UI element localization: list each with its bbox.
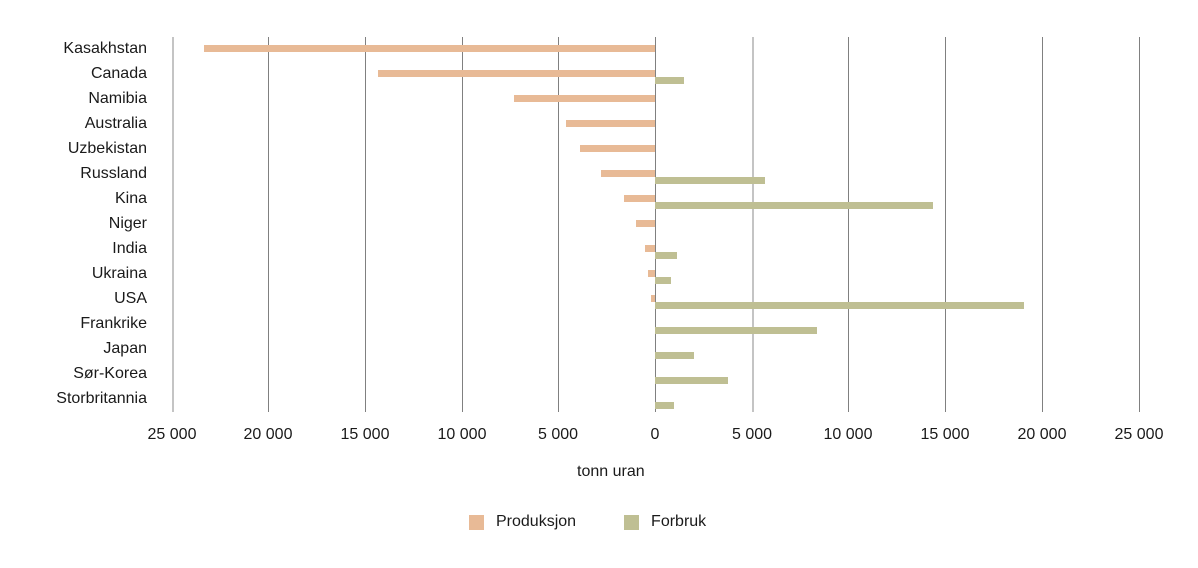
bar-forbruk (655, 301, 1025, 309)
category-label: Canada (90, 64, 147, 82)
legend-item-produksjon: Produksjon (469, 513, 576, 531)
x-tick-label: 15 000 (920, 426, 970, 443)
gridline (848, 37, 849, 412)
category-label: Niger (108, 214, 147, 232)
bar-produksjon (378, 69, 655, 77)
x-tick-label: 20 000 (1017, 426, 1067, 443)
x-axis-title: tonn uran (577, 463, 645, 480)
bar-produksjon (579, 144, 655, 152)
x-tick-label: 10 000 (823, 426, 873, 443)
legend-label-forbruk: Forbruk (651, 513, 707, 530)
bar-produksjon (651, 294, 655, 302)
gridline (172, 37, 174, 412)
bar-forbruk (655, 176, 766, 184)
gridline (1042, 37, 1043, 412)
category-label: India (112, 239, 147, 257)
gridline (462, 37, 463, 412)
category-label: Frankrike (80, 314, 147, 332)
bar-produksjon (645, 244, 655, 252)
bar-forbruk (655, 401, 675, 409)
bar-forbruk (655, 276, 672, 284)
x-tick-label: 10 000 (437, 426, 487, 443)
legend-swatch-produksjon (469, 514, 484, 530)
gridline (655, 37, 656, 412)
legend-label-produksjon: Produksjon (496, 513, 577, 530)
category-label: Australia (84, 114, 147, 132)
bar-forbruk (655, 326, 818, 334)
x-tick-label: 5 000 (731, 426, 773, 443)
gridline (752, 37, 754, 412)
category-label: Kina (114, 189, 147, 207)
x-tick-label: 0 (650, 426, 660, 443)
category-label: Ukraina (91, 264, 147, 282)
category-label: Russland (80, 164, 147, 182)
category-label: USA (114, 289, 147, 307)
gridline (268, 37, 269, 412)
bar-produksjon (648, 269, 655, 277)
bar-forbruk (655, 376, 729, 384)
category-label: Namibia (88, 89, 147, 107)
x-tick-label: 20 000 (243, 426, 293, 443)
gridline (1139, 37, 1140, 412)
bar-forbruk (655, 76, 684, 84)
category-label: Storbritannia (56, 389, 147, 407)
legend-swatch-forbruk (624, 514, 640, 530)
bar-produksjon (513, 94, 655, 102)
category-label: Kasakhstan (63, 39, 147, 57)
category-label: Japan (103, 339, 147, 357)
category-label: Sør-Korea (73, 364, 147, 382)
x-tick-label: 25 000 (147, 426, 197, 443)
bar-forbruk (655, 351, 694, 359)
x-tick-label: 5 000 (537, 426, 579, 443)
bar-produksjon (204, 44, 655, 52)
gridline (945, 37, 946, 412)
category-label: Uzbekistan (67, 139, 147, 157)
x-tick-label: 25 000 (1114, 426, 1164, 443)
bar-produksjon (624, 194, 655, 202)
bar-forbruk (655, 201, 934, 209)
gridline (365, 37, 366, 412)
gridline (558, 37, 559, 412)
bar-forbruk (655, 251, 678, 259)
legend-item-forbruk: Forbruk (624, 513, 706, 531)
bar-produksjon (635, 219, 655, 227)
x-tick-label: 15 000 (340, 426, 390, 443)
legend: Produksjon Forbruk (469, 513, 754, 531)
bar-produksjon (600, 169, 655, 177)
bar-produksjon (566, 119, 655, 127)
